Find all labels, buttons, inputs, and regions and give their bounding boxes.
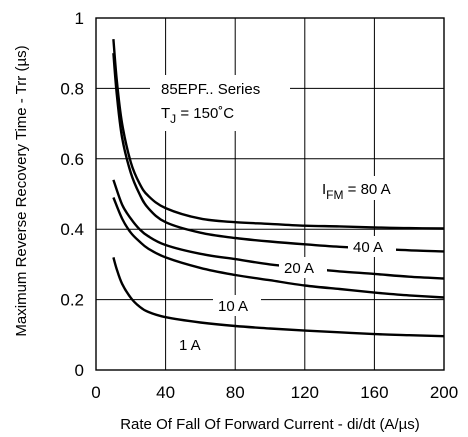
series-label-20a: 20 A <box>284 260 314 277</box>
y-tick-label: 0.8 <box>60 79 84 98</box>
series-label-1a: 1 A <box>179 337 201 354</box>
x-tick-labels: 0 40 80 120 160 200 <box>91 383 458 402</box>
x-tick-label: 160 <box>360 383 388 402</box>
y-tick-label: 0.2 <box>60 291 84 310</box>
x-tick-label: 40 <box>156 383 175 402</box>
series-title-backdrop <box>150 75 290 131</box>
series-label-40a: 40 A <box>353 239 383 256</box>
x-tick-label: 120 <box>291 383 319 402</box>
label-backdrop-10a <box>213 295 261 316</box>
y-axis-title: Maximum Reverse Recovery Time - Trr (µs) <box>13 45 30 336</box>
y-tick-labels: 0 0.2 0.4 0.6 0.8 1 <box>60 9 84 380</box>
label-backdrop-20a <box>279 257 327 278</box>
tj-prefix: T <box>161 105 170 122</box>
y-tick-label: 0.4 <box>60 220 84 239</box>
y-tick-label: 0 <box>75 361 84 380</box>
x-axis-title: Rate Of Fall Of Forward Current - di/dt … <box>120 416 420 433</box>
plot-frame <box>95 17 445 371</box>
series-title: 85EPF.. Series <box>161 81 260 98</box>
x-tick-label: 200 <box>430 383 458 402</box>
ifm-subscript: FM <box>326 188 343 202</box>
x-tick-label: 80 <box>226 383 245 402</box>
label-backdrop-80a <box>318 176 428 200</box>
series-1a-line <box>112 257 445 338</box>
series-label-10a: 10 A <box>218 298 248 315</box>
ifm-prefix: I <box>322 181 326 198</box>
tj-subscript: J <box>170 112 176 126</box>
series-label-80a: IFM = 80 A <box>322 181 391 202</box>
series-10a-line <box>112 197 445 299</box>
y-tick-label: 1 <box>75 9 84 28</box>
series-20a-line <box>112 179 445 280</box>
tj-annotation: TJ = 150˚C <box>161 105 234 126</box>
x-tick-label: 0 <box>91 383 100 402</box>
ifm-value: = 80 A <box>344 181 391 198</box>
label-backdrop-40a <box>348 236 396 257</box>
series-80a-line <box>112 38 445 230</box>
y-tick-label: 0.6 <box>60 150 84 169</box>
tj-value: = 150˚C <box>176 105 234 122</box>
